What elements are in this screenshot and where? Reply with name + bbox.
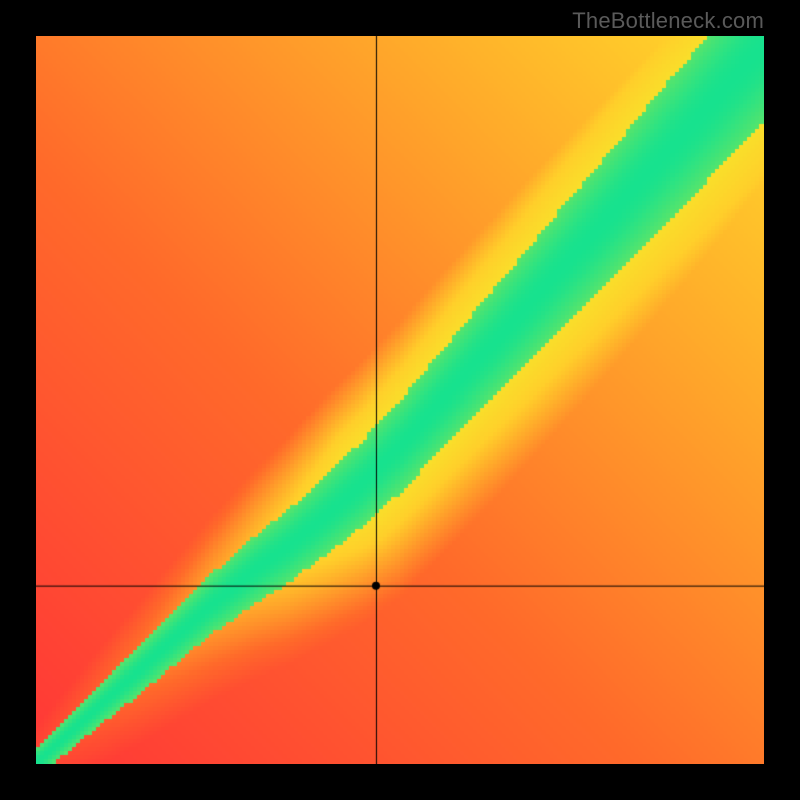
chart-container: TheBottleneck.com bbox=[0, 0, 800, 800]
heatmap-plot-area bbox=[36, 36, 764, 764]
heatmap-canvas bbox=[36, 36, 764, 764]
watermark-text: TheBottleneck.com bbox=[572, 8, 764, 34]
